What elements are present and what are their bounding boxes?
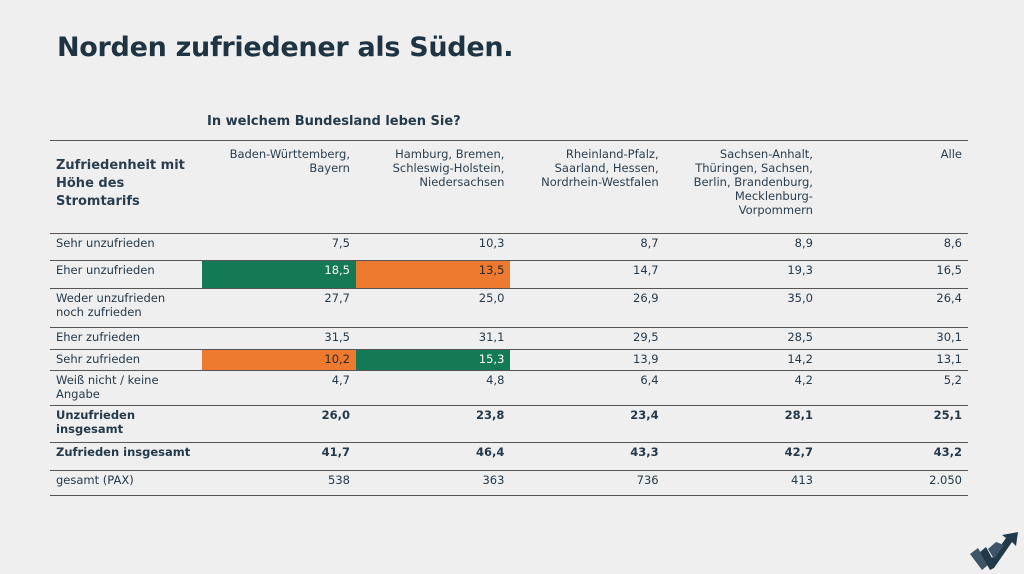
table-cell: 25,0 bbox=[478, 291, 505, 305]
results-table: Zufriedenheit mit Höhe des Stromtarifs B… bbox=[50, 140, 968, 496]
table-cell: 28,1 bbox=[784, 408, 813, 422]
table-cell: 13,1 bbox=[936, 352, 962, 366]
table-row: Unzufrieden insgesamt 26,0 23,8 23,4 28,1 25,… bbox=[50, 405, 968, 443]
table-cell: 8,7 bbox=[640, 236, 659, 250]
table-cell: 4,8 bbox=[486, 373, 505, 387]
table-cell: 14,7 bbox=[633, 263, 659, 277]
table-cell: 26,0 bbox=[321, 408, 350, 422]
column-header: Alle bbox=[940, 147, 962, 161]
table-question: In welchem Bundesland leben Sie? bbox=[207, 114, 461, 129]
table-cell: 7,5 bbox=[331, 236, 350, 250]
table-cell: 46,4 bbox=[476, 445, 505, 459]
table-cell: 26,4 bbox=[936, 291, 962, 305]
table-cell: 538 bbox=[328, 473, 350, 487]
table-cell: 6,4 bbox=[640, 373, 659, 387]
table-header-row: Zufriedenheit mit Höhe des Stromtarifs B… bbox=[50, 140, 968, 234]
table-row: gesamt (PAX) 538 363 736 413 2.050 bbox=[50, 470, 968, 496]
table-row: Weder unzufrieden noch zufrieden 27,7 25,0… bbox=[50, 288, 968, 328]
row-label: Sehr unzufrieden bbox=[56, 236, 155, 250]
column-header: Rheinland-Pfalz, Saarland, Hessen, Nordr… bbox=[541, 147, 659, 189]
table-cell: 42,7 bbox=[784, 445, 813, 459]
row-label: Sehr zufrieden bbox=[56, 352, 141, 366]
table-cell: 29,5 bbox=[633, 330, 659, 344]
table-cell: 4,7 bbox=[331, 373, 350, 387]
table-cell: 31,1 bbox=[478, 330, 505, 344]
page-title: Norden zufriedener als Süden. bbox=[57, 32, 514, 63]
row-label: Weder unzufrieden noch zufrieden bbox=[56, 291, 166, 319]
row-label: Unzufrieden insgesamt bbox=[56, 408, 136, 436]
table-cell: 25,1 bbox=[933, 408, 962, 422]
logo-icon bbox=[970, 532, 1018, 570]
column-header: Sachsen-Anhalt, Thüringen, Sachsen, Berl… bbox=[693, 147, 813, 217]
row-label: Zufrieden insgesamt bbox=[56, 445, 191, 459]
table-row: Sehr zufrieden 10,2 15,3 13,9 14,2 13,1 bbox=[50, 349, 968, 371]
table-cell: 35,0 bbox=[787, 291, 813, 305]
table-cell: 31,5 bbox=[324, 330, 350, 344]
table-cell: 10,2 bbox=[201, 349, 356, 371]
table-cell: 23,8 bbox=[476, 408, 505, 422]
table-cell: 23,4 bbox=[630, 408, 659, 422]
table-row: Eher unzufrieden 18,5 13,5 14,7 19,3 16,5 bbox=[50, 260, 968, 289]
table-cell: 413 bbox=[791, 473, 813, 487]
table-cell: 13,5 bbox=[355, 260, 511, 289]
table-cell: 2.050 bbox=[929, 473, 962, 487]
column-header: Baden-Württemberg, Bayern bbox=[229, 147, 350, 175]
table-cell: 10,3 bbox=[478, 236, 505, 250]
table-cell: 19,3 bbox=[787, 263, 813, 277]
table-cell: 41,7 bbox=[321, 445, 350, 459]
row-label: Eher zufrieden bbox=[56, 330, 141, 344]
row-label: Eher unzufrieden bbox=[56, 263, 155, 277]
table-cell: 13,9 bbox=[633, 352, 659, 366]
table-cell: 30,1 bbox=[936, 330, 962, 344]
table-cell: 16,5 bbox=[936, 263, 962, 277]
table-cell: 5,2 bbox=[943, 373, 962, 387]
table-cell: 26,9 bbox=[633, 291, 659, 305]
table-row: Weiß nicht / keine Angabe 4,7 4,8 6,4 4,2 5,2 bbox=[50, 370, 968, 406]
table-row: Zufrieden insgesamt 41,7 46,4 43,3 42,7 43,2 bbox=[50, 442, 968, 471]
row-label: Weiß nicht / keine Angabe bbox=[56, 373, 159, 401]
table-cell: 18,5 bbox=[201, 260, 356, 289]
column-header: Hamburg, Bremen, Schleswig-Holstein, Nie… bbox=[392, 147, 505, 189]
table-cell: 8,6 bbox=[943, 236, 962, 250]
table-cell: 28,5 bbox=[787, 330, 813, 344]
table-cell: 363 bbox=[482, 473, 505, 487]
row-header: Zufriedenheit mit Höhe des Stromtarifs bbox=[56, 158, 185, 209]
row-label: gesamt (PAX) bbox=[56, 473, 134, 487]
table-cell: 736 bbox=[636, 473, 659, 487]
table-row: Eher zufrieden 31,5 31,1 29,5 28,5 30,1 bbox=[50, 327, 968, 350]
table-cell: 43,3 bbox=[630, 445, 659, 459]
table-cell: 15,3 bbox=[355, 349, 511, 371]
table-cell: 43,2 bbox=[933, 445, 962, 459]
table-cell: 27,7 bbox=[324, 291, 350, 305]
table-cell: 4,2 bbox=[794, 373, 813, 387]
table-row: Sehr unzufrieden 7,5 10,3 8,7 8,9 8,6 bbox=[50, 233, 968, 261]
table-cell: 8,9 bbox=[794, 236, 813, 250]
table-cell: 14,2 bbox=[787, 352, 813, 366]
